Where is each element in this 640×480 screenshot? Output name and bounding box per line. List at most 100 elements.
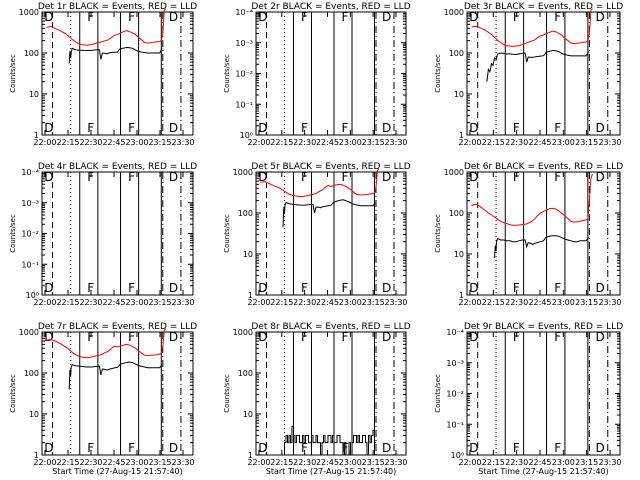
x-axis-label: Start Time (27-Aug-15 21:57:40) xyxy=(478,467,609,476)
y-tick-label: 10 xyxy=(243,410,253,419)
x-tick-label: 23:30 xyxy=(171,138,194,147)
marker-d: D xyxy=(382,330,391,344)
x-tick-label: 22:00 xyxy=(247,138,270,147)
x-tick-label: 23:15 xyxy=(362,298,385,307)
x-tick-label: 22:30 xyxy=(505,138,528,147)
y-tick-label: 1000 xyxy=(233,168,253,177)
marker-f: F xyxy=(87,170,94,184)
y-axis-label: Counts/sec xyxy=(434,214,442,253)
x-tick-label: 22:15 xyxy=(56,458,79,467)
y-tick-label: 10⁻² xyxy=(446,390,464,399)
marker-f: F xyxy=(554,441,561,455)
x-tick-label: 23:15 xyxy=(148,138,171,147)
marker-d: D xyxy=(44,170,53,184)
y-tick-label: 100 xyxy=(24,369,39,378)
marker-d: D xyxy=(596,330,605,344)
panel-title: Det 3r BLACK = Events, RED = LLD xyxy=(464,2,623,12)
x-tick-label: 23:30 xyxy=(171,458,194,467)
x-tick-label: 23:15 xyxy=(575,138,598,147)
plot-frame xyxy=(466,171,621,296)
marker-d: D xyxy=(596,121,605,135)
marker-f: F xyxy=(342,330,349,344)
marker-d: D xyxy=(382,281,391,295)
marker-d: D xyxy=(469,281,478,295)
x-tick-label: 22:00 xyxy=(247,458,270,467)
y-tick-label: 1000 xyxy=(19,8,39,17)
y-tick-label: 10⁻¹ xyxy=(446,420,464,429)
x-tick-label: 22:30 xyxy=(293,298,316,307)
marker-f: F xyxy=(554,170,561,184)
x-tick-label: 22:15 xyxy=(482,458,505,467)
marker-f: F xyxy=(342,121,349,135)
marker-d: D xyxy=(258,121,267,135)
x-tick-label: 23:00 xyxy=(125,138,148,147)
marker-d: D xyxy=(169,10,178,24)
y-axis-label: Counts/sec xyxy=(9,54,17,93)
marker-f: F xyxy=(87,121,94,135)
marker-f: F xyxy=(87,281,94,295)
marker-d: D xyxy=(596,10,605,24)
marker-d: D xyxy=(44,441,53,455)
x-tick-label: 23:00 xyxy=(125,298,148,307)
x-axis-label: Start Time (27-Aug-15 21:57:40) xyxy=(52,467,183,476)
marker-f: F xyxy=(554,10,561,24)
panel-title: Det 9r BLACK = Events, RED = LLD xyxy=(464,322,623,332)
x-tick-label: 23:30 xyxy=(598,458,621,467)
plot-frame xyxy=(41,171,194,296)
x-tick-label: 23:15 xyxy=(362,138,385,147)
marker-f: F xyxy=(342,281,349,295)
series-lld xyxy=(46,328,167,359)
marker-f: F xyxy=(342,170,349,184)
marker-d: D xyxy=(258,170,267,184)
y-tick-label: 100 xyxy=(24,49,39,58)
series-lld xyxy=(471,8,593,47)
x-tick-label: 23:15 xyxy=(362,458,385,467)
marker-d: D xyxy=(469,10,478,24)
marker-d: D xyxy=(44,10,53,24)
y-tick-label: 1 xyxy=(459,291,464,300)
panel-title: Det 1r BLACK = Events, RED = LLD xyxy=(38,2,197,12)
marker-f: F xyxy=(554,121,561,135)
y-tick-label: 1 xyxy=(34,131,39,140)
marker-f: F xyxy=(128,441,135,455)
x-tick-label: 23:00 xyxy=(339,138,362,147)
x-tick-label: 22:45 xyxy=(102,138,125,147)
panel-det-2r: Det 2r BLACK = Events, RED = LLD 10⁰ 10⁻¹ 1… xyxy=(223,2,411,147)
x-tick-label: 23:30 xyxy=(598,138,621,147)
panel-det-8r: Det 8r BLACK = Events, RED = LLD 1 10 100 10… xyxy=(223,322,411,476)
x-tick-label: 23:15 xyxy=(575,458,598,467)
panel-title: Det 7r BLACK = Events, RED = LLD xyxy=(38,322,197,332)
marker-d: D xyxy=(258,10,267,24)
x-tick-label: 22:30 xyxy=(79,298,102,307)
series-lld xyxy=(471,173,593,226)
marker-f: F xyxy=(87,10,94,24)
marker-f: F xyxy=(301,170,308,184)
y-tick-label: 1 xyxy=(34,451,39,460)
marker-d: D xyxy=(169,121,178,135)
x-tick-label: 22:15 xyxy=(270,298,293,307)
y-tick-label: 10⁰ xyxy=(26,291,39,300)
panel-det-5r: Det 5r BLACK = Events, RED = LLD 1 10 100 10… xyxy=(223,162,411,307)
marker-f: F xyxy=(128,10,135,24)
x-tick-label: 22:30 xyxy=(505,458,528,467)
y-tick-label: 100 xyxy=(238,369,253,378)
plot-frame xyxy=(466,11,621,136)
series-events xyxy=(282,199,376,228)
marker-f: F xyxy=(513,10,520,24)
x-axis-label: Start Time (27-Aug-15 21:57:40) xyxy=(266,467,397,476)
marker-f: F xyxy=(128,170,135,184)
marker-d: D xyxy=(169,170,178,184)
marker-f: F xyxy=(128,330,135,344)
y-axis-label: Counts/sec xyxy=(223,54,231,93)
y-tick-label: 100 xyxy=(449,209,464,218)
plot-frame xyxy=(41,11,194,136)
x-tick-label: 22:30 xyxy=(79,138,102,147)
x-tick-label: 22:15 xyxy=(270,138,293,147)
panel-title: Det 4r BLACK = Events, RED = LLD xyxy=(38,162,197,172)
x-tick-label: 23:15 xyxy=(575,298,598,307)
y-tick-label: 1 xyxy=(248,451,253,460)
plot-frame xyxy=(255,11,407,136)
x-tick-label: 22:00 xyxy=(33,458,56,467)
y-tick-label: 10⁻⁴ xyxy=(446,328,464,337)
y-tick-label: 10⁻¹ xyxy=(21,260,39,269)
